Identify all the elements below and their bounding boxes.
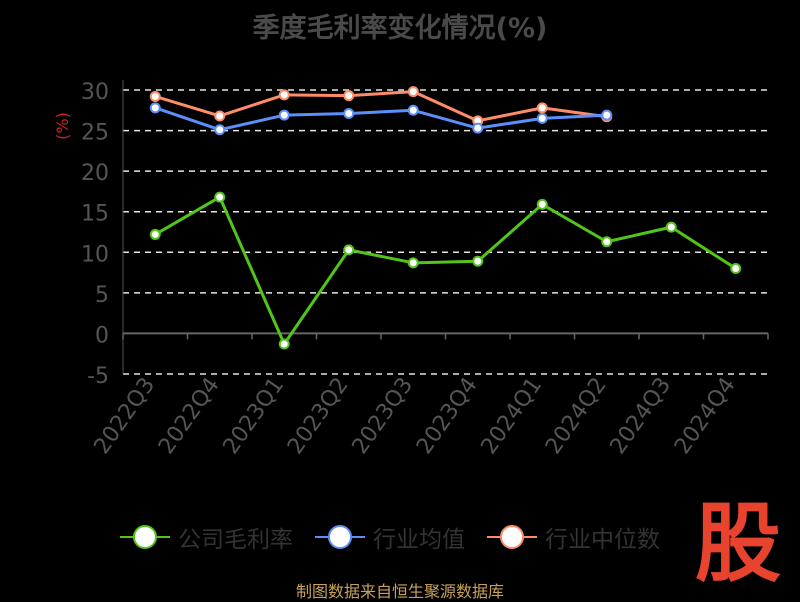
data-point[interactable]: [343, 90, 355, 102]
data-point[interactable]: [407, 257, 419, 269]
data-point[interactable]: [214, 124, 226, 136]
data-point[interactable]: [343, 108, 355, 120]
chart-title: 季度毛利率变化情况(%): [252, 13, 548, 44]
legend-item-industry-mean[interactable]: 行业均值: [315, 520, 465, 554]
series-1: [149, 102, 613, 136]
y-tick-label: 20: [81, 161, 109, 186]
legend-label-industry-median: 行业中位数: [545, 527, 660, 553]
legend-swatch-company: [120, 522, 170, 552]
y-tick-label: 30: [81, 80, 109, 105]
data-point[interactable]: [407, 86, 419, 98]
data-point[interactable]: [149, 90, 161, 102]
data-point[interactable]: [536, 102, 548, 114]
data-point[interactable]: [601, 109, 613, 121]
legend-label-company: 公司毛利率: [178, 527, 293, 553]
data-point[interactable]: [278, 109, 290, 121]
series-line: [154, 106, 607, 132]
data-point[interactable]: [472, 255, 484, 267]
data-point[interactable]: [214, 110, 226, 122]
x-tick-label: 2023Q2: [283, 373, 354, 459]
legend: 公司毛利率 行业均值 行业中位数: [120, 519, 660, 555]
y-tick-label: -5: [87, 364, 109, 389]
y-axis-label: (%): [53, 112, 72, 140]
data-point[interactable]: [149, 228, 161, 240]
data-source-note: 制图数据来自恒生聚源数据库: [295, 582, 504, 601]
data-point[interactable]: [472, 122, 484, 134]
legend-item-industry-median[interactable]: 行业中位数: [487, 520, 660, 554]
data-point[interactable]: [601, 236, 613, 248]
data-point[interactable]: [343, 244, 355, 256]
y-tick-label: 15: [81, 202, 109, 227]
axes: 302520151050-52022Q32022Q42023Q12023Q220…: [81, 80, 769, 459]
data-point[interactable]: [214, 191, 226, 203]
data-point[interactable]: [149, 102, 161, 114]
x-tick-label: 2024Q3: [606, 373, 677, 459]
x-tick-label: 2023Q4: [412, 373, 483, 459]
x-tick-label: 2024Q2: [541, 373, 612, 459]
data-point[interactable]: [278, 338, 290, 350]
series-line: [154, 90, 607, 123]
legend-swatch-industry-median: [487, 522, 537, 552]
y-tick-label: 5: [95, 283, 109, 308]
data-point[interactable]: [536, 198, 548, 210]
x-tick-label: 2024Q4: [670, 373, 741, 459]
legend-label-industry-mean: 行业均值: [373, 527, 465, 553]
x-tick-label: 2022Q4: [154, 373, 225, 459]
brand-stamp: 股: [695, 494, 781, 594]
legend-swatch-industry-mean: [315, 522, 365, 552]
data-point[interactable]: [407, 104, 419, 116]
series-line: [154, 195, 737, 346]
x-tick-label: 2023Q1: [219, 373, 290, 459]
y-tick-label: 25: [81, 121, 109, 146]
data-point[interactable]: [665, 221, 677, 233]
grid-lines: [123, 89, 768, 375]
legend-item-company[interactable]: 公司毛利率: [120, 520, 293, 554]
y-tick-label: 10: [81, 242, 109, 267]
x-tick-label: 2023Q3: [348, 373, 419, 459]
series-0: [149, 191, 742, 350]
data-point[interactable]: [536, 112, 548, 124]
data-point[interactable]: [278, 89, 290, 101]
series: [149, 86, 742, 350]
data-point[interactable]: [730, 263, 742, 275]
y-tick-label: 0: [95, 323, 109, 348]
x-tick-label: 2024Q1: [477, 373, 548, 459]
